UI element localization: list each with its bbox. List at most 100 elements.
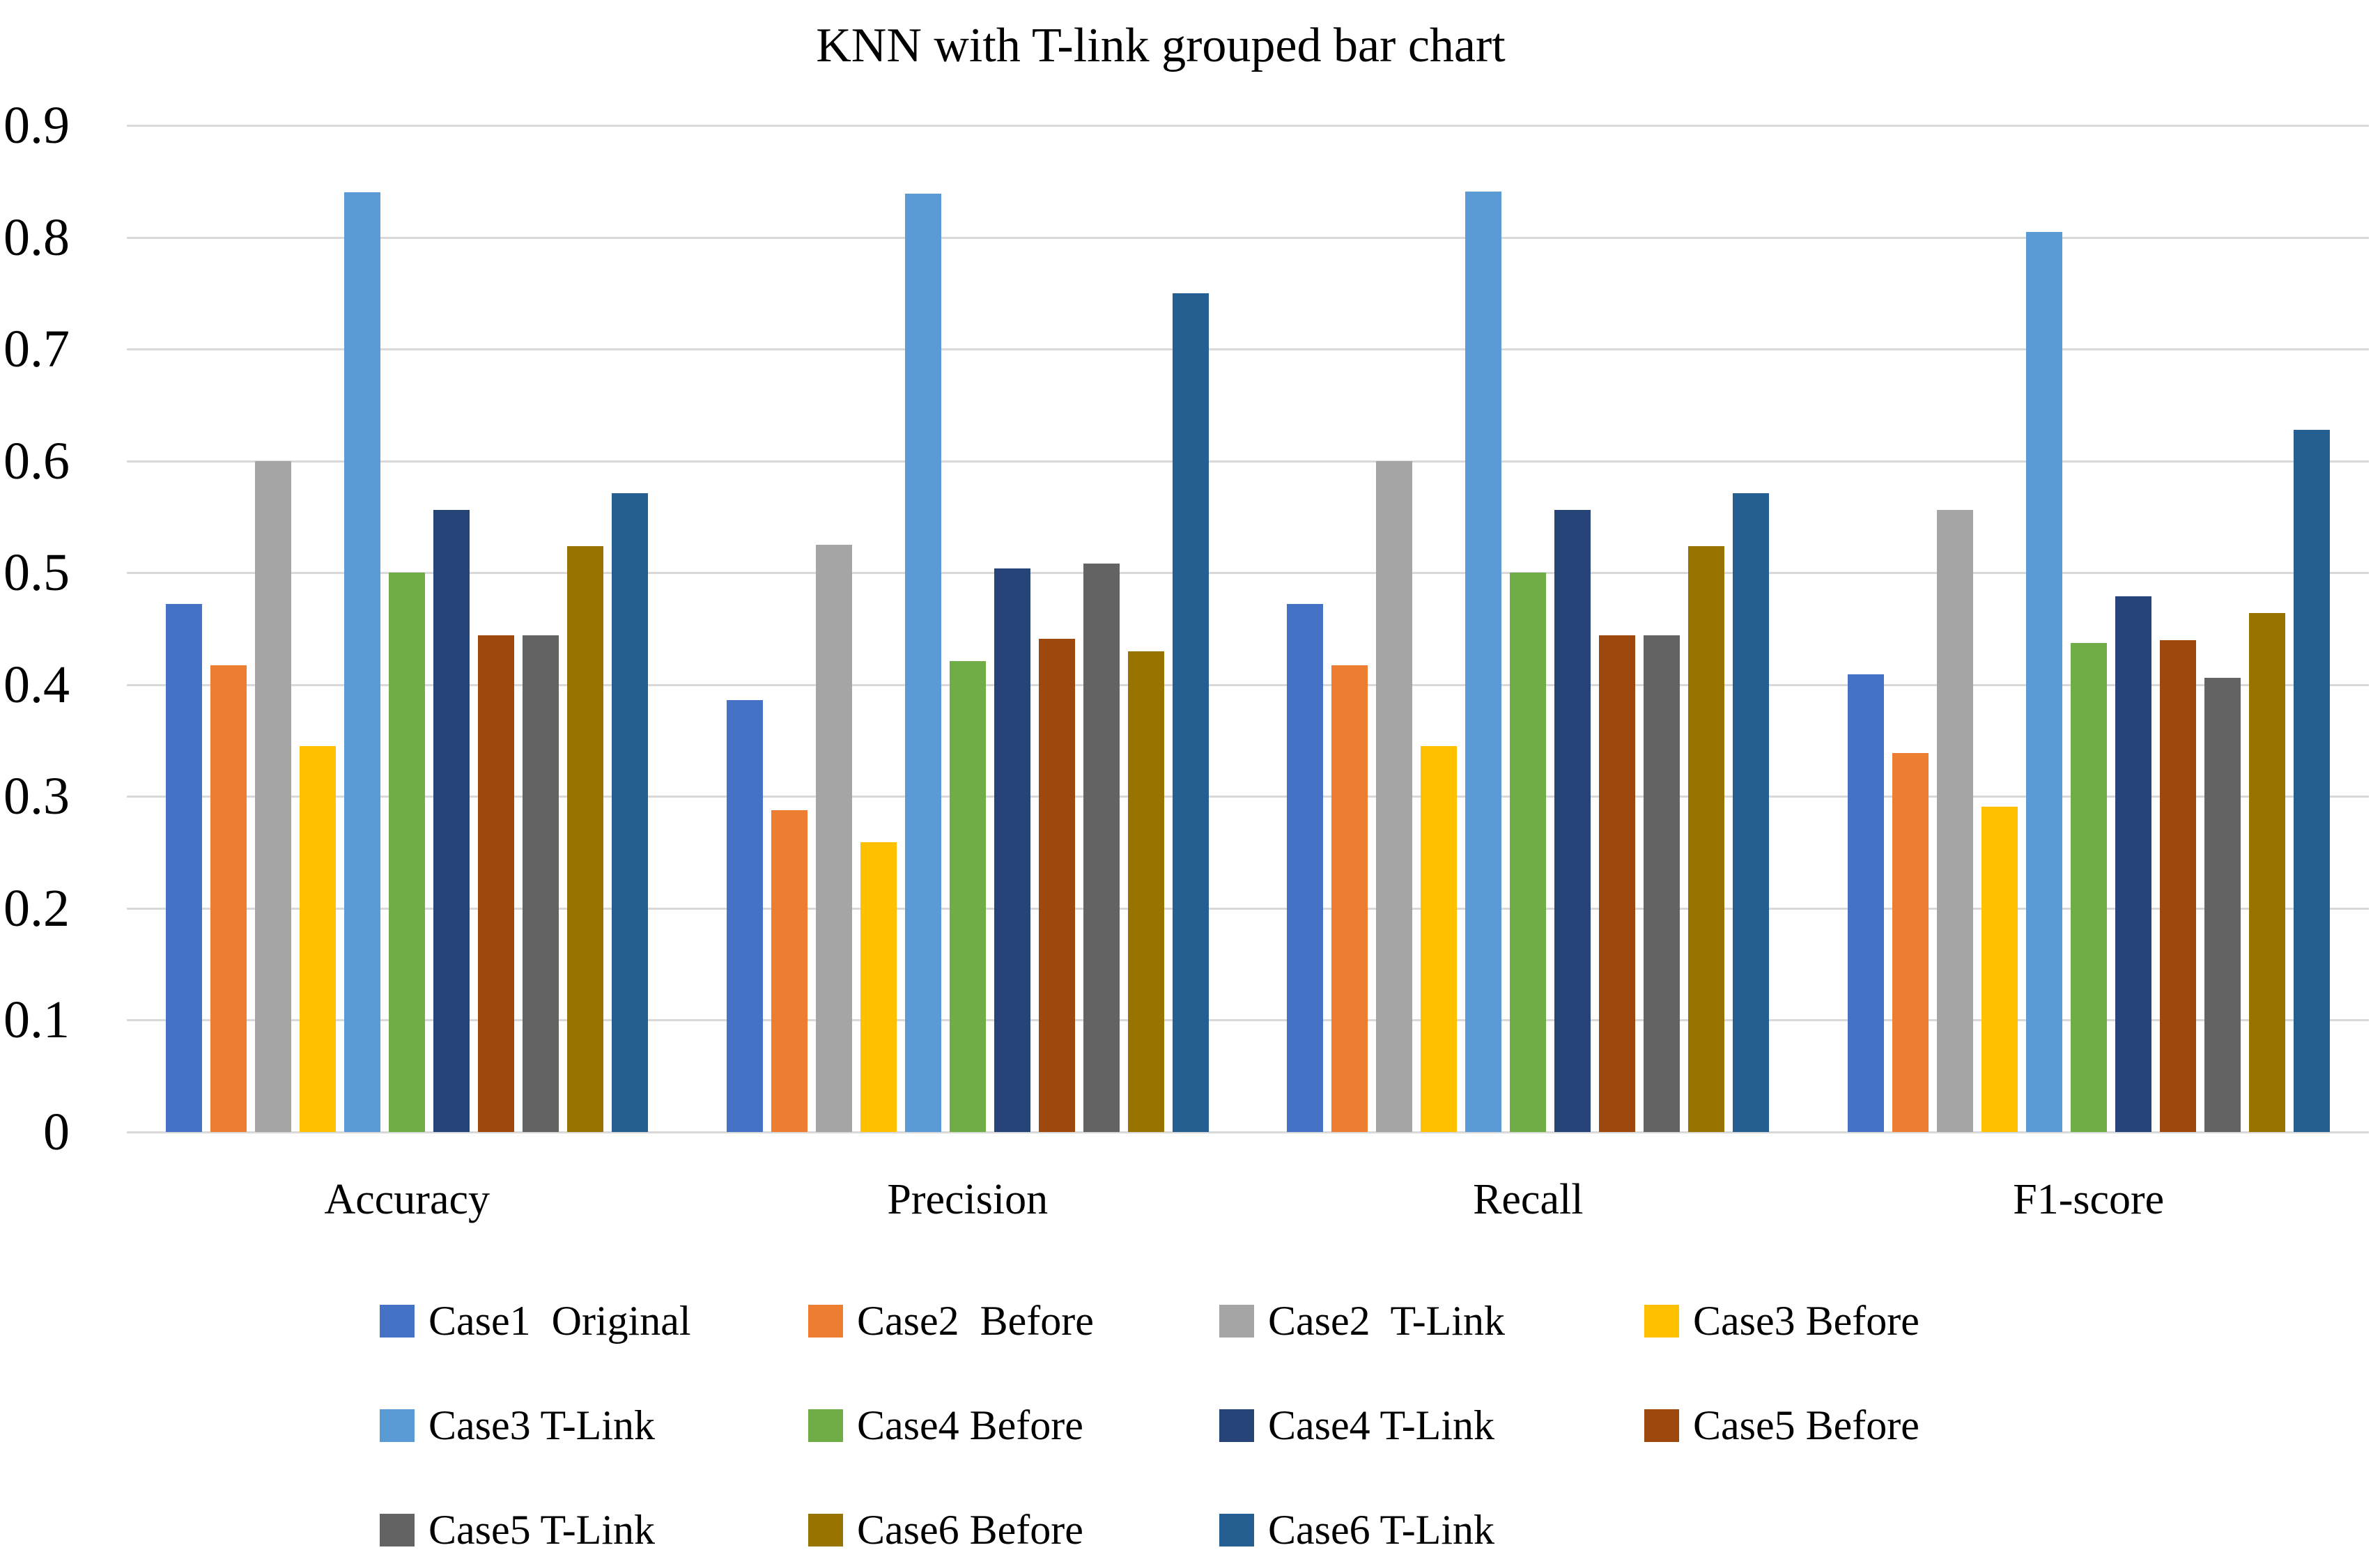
bar-group-accuracy xyxy=(127,125,688,1132)
y-tick-label-0.8: 0.8 xyxy=(3,208,70,267)
bar-case6-t-link-f1-score xyxy=(2293,429,2330,1132)
y-axis: 0.9 0.8 0.7 0.6 0.5 0.4 0.3 0.2 0.1 0 xyxy=(0,0,70,1566)
legend-swatch-icon xyxy=(808,1513,843,1546)
y-tick-label-0.4: 0.4 xyxy=(3,655,70,714)
chart-title: KNN with T-link grouped bar chart xyxy=(816,19,1506,72)
gridline-0.7 xyxy=(127,348,2369,351)
bar-case5-before-recall xyxy=(1599,635,1636,1132)
bar-case1-original-precision xyxy=(726,700,763,1132)
bar-case2-t-link-recall xyxy=(1376,460,1413,1132)
legend-label: Case2 Before xyxy=(857,1298,1094,1344)
bar-case3-before-precision xyxy=(860,842,897,1132)
legend-swatch-icon xyxy=(380,1513,415,1546)
bar-case4-before-accuracy xyxy=(389,573,426,1132)
bar-case6-before-f1-score xyxy=(2248,613,2285,1132)
legend-swatch-icon xyxy=(380,1409,415,1442)
bar-case5-t-link-f1-score xyxy=(2204,678,2241,1132)
x-category-label-recall: Recall xyxy=(1473,1176,1584,1223)
y-tick-label-0.9: 0.9 xyxy=(3,96,70,155)
legend-label: Case6 T-Link xyxy=(1268,1507,1494,1553)
x-category-label-accuracy: Accuracy xyxy=(324,1176,490,1223)
gridline-0.2 xyxy=(127,907,2369,910)
bar-case6-before-recall xyxy=(1688,545,1725,1132)
gridlines xyxy=(127,125,2369,1133)
legend-label: Case5 Before xyxy=(1693,1402,1919,1448)
legend-swatch-icon xyxy=(808,1304,843,1338)
bar-case5-before-precision xyxy=(1038,638,1075,1132)
legend: Case1 Original Case2 Before Case2 T-Link Ca… xyxy=(380,1298,2331,1566)
bar-case5-t-link-accuracy xyxy=(523,635,559,1132)
legend-swatch-icon xyxy=(1219,1513,1254,1546)
legend-label: Case5 T-Link xyxy=(428,1507,655,1553)
x-category-label-precision: Precision xyxy=(887,1176,1049,1223)
gridline-0.5 xyxy=(127,572,2369,575)
legend-item-case4-t-link: Case4 T-Link xyxy=(1219,1404,1494,1446)
legend-item-case5-t-link: Case5 T-Link xyxy=(380,1509,655,1551)
bar-case6-before-precision xyxy=(1127,651,1164,1132)
bar-case4-t-link-accuracy xyxy=(433,510,470,1132)
legend-item-case3-before: Case3 Before xyxy=(1644,1300,1919,1342)
bar-case3-t-link-precision xyxy=(904,193,941,1132)
bar-case4-before-recall xyxy=(1510,573,1547,1132)
x-axis: Accuracy Precision Recall F1-score xyxy=(127,1165,2369,1234)
bar-case3-t-link-f1-score xyxy=(2025,231,2062,1132)
legend-label: Case2 T-Link xyxy=(1268,1298,1505,1344)
legend-item-case6-before: Case6 Before xyxy=(808,1509,1083,1551)
legend-label: Case6 Before xyxy=(857,1507,1083,1553)
gridline-0.6 xyxy=(127,460,2369,463)
plot-area xyxy=(127,125,2369,1133)
bar-case3-before-f1-score xyxy=(1981,806,2018,1132)
legend-label: Case3 T-Link xyxy=(428,1402,655,1448)
y-tick-label-0.3: 0.3 xyxy=(3,767,70,826)
gridline-0.9 xyxy=(127,125,2369,127)
bar-group-f1-score xyxy=(1809,125,2370,1132)
bar-case4-t-link-f1-score xyxy=(2115,596,2151,1132)
bar-case4-before-precision xyxy=(949,661,986,1132)
gridline-0.4 xyxy=(127,683,2369,686)
gridline-0.3 xyxy=(127,796,2369,798)
bar-case1-original-recall xyxy=(1287,604,1324,1132)
bar-groups xyxy=(127,125,2369,1132)
legend-item-case6-t-link: Case6 T-Link xyxy=(1219,1509,1494,1551)
legend-swatch-icon xyxy=(1644,1304,1679,1338)
y-tick-label-0: 0 xyxy=(43,1103,70,1161)
legend-label: Case4 T-Link xyxy=(1268,1402,1494,1448)
legend-item-case2-before: Case2 Before xyxy=(808,1300,1094,1342)
bar-case4-t-link-precision xyxy=(994,568,1030,1132)
bar-case2-before-f1-score xyxy=(1892,752,1929,1132)
bar-case4-before-f1-score xyxy=(2070,643,2107,1132)
bar-case2-before-precision xyxy=(771,809,808,1132)
gridline-0.8 xyxy=(127,236,2369,239)
bar-case2-t-link-f1-score xyxy=(1936,510,1973,1132)
bar-case2-t-link-precision xyxy=(815,545,852,1132)
bar-case2-before-accuracy xyxy=(210,665,247,1132)
bar-group-precision xyxy=(688,125,1249,1132)
bar-case3-before-recall xyxy=(1421,746,1458,1132)
legend-label: Case1 Original xyxy=(428,1298,691,1344)
bar-case5-before-f1-score xyxy=(2159,639,2196,1132)
legend-swatch-icon xyxy=(1219,1409,1254,1442)
bar-case5-t-link-recall xyxy=(1644,635,1680,1132)
x-category-label-f1-score: F1-score xyxy=(2013,1176,2165,1223)
bar-case1-original-f1-score xyxy=(1847,674,1884,1132)
bar-case3-before-accuracy xyxy=(300,746,337,1132)
legend-label: Case3 Before xyxy=(1693,1298,1919,1344)
bar-group-recall xyxy=(1248,125,1809,1132)
legend-item-case5-before: Case5 Before xyxy=(1644,1404,1919,1446)
legend-swatch-icon xyxy=(1644,1409,1679,1442)
bar-case6-t-link-recall xyxy=(1733,493,1770,1132)
bar-case4-t-link-recall xyxy=(1554,510,1591,1132)
bar-case1-original-accuracy xyxy=(166,604,203,1132)
gridline-0.1 xyxy=(127,1019,2369,1022)
bar-case5-before-accuracy xyxy=(478,635,515,1132)
y-tick-label-0.6: 0.6 xyxy=(3,431,70,490)
legend-item-case4-before: Case4 Before xyxy=(808,1404,1083,1446)
bar-case3-t-link-accuracy xyxy=(344,192,381,1132)
bar-case6-t-link-accuracy xyxy=(612,493,649,1132)
bar-case5-t-link-precision xyxy=(1083,564,1120,1132)
legend-swatch-icon xyxy=(808,1409,843,1442)
y-tick-label-0.1: 0.1 xyxy=(3,991,70,1050)
legend-item-case3-t-link: Case3 T-Link xyxy=(380,1404,655,1446)
legend-swatch-icon xyxy=(1219,1304,1254,1338)
y-tick-label-0.2: 0.2 xyxy=(3,878,70,938)
